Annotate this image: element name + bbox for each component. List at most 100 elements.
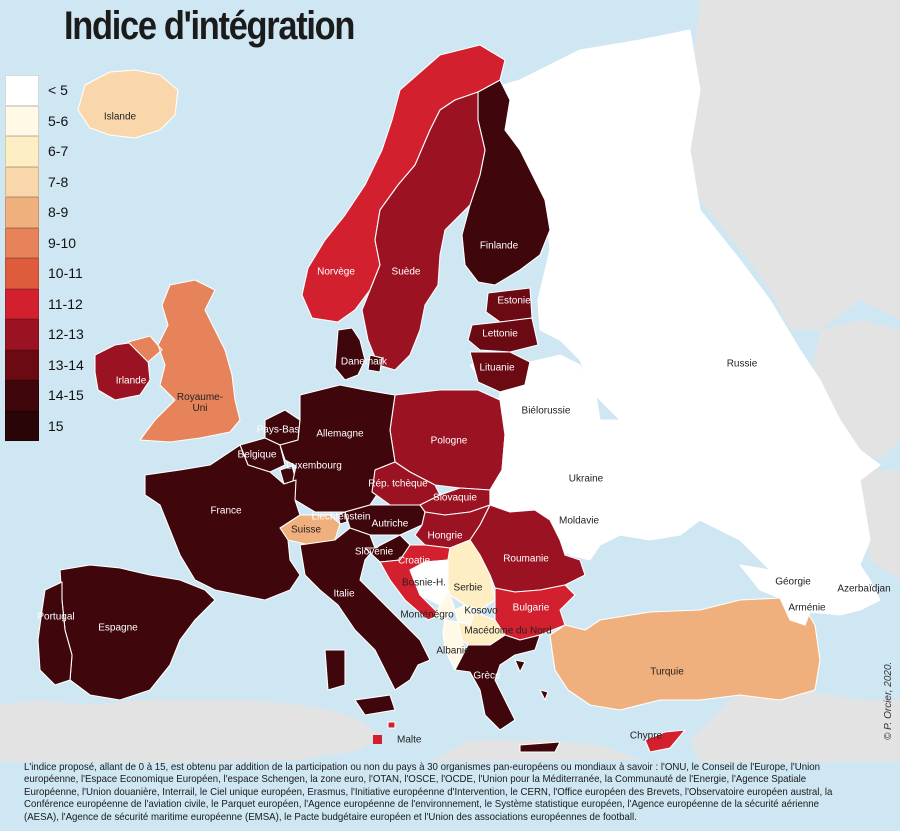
label-estonie: Estonie [497,295,531,307]
label-hongrie: Hongrie [427,530,463,542]
countries [37,29,881,753]
country-liechtenstein[interactable] [337,511,348,525]
country-portugal[interactable] [37,581,73,686]
country-grece[interactable] [454,634,561,753]
legend-swatch [5,227,39,258]
country-armenie[interactable] [779,597,811,626]
label-danemark: Danemark [340,356,388,368]
country-islande[interactable] [77,69,179,139]
legend: < 5 5-6 6-7 7-8 8-9 9-10 10-11 11-12 12-13 13-14 1… [5,75,95,441]
legend-swatch [5,288,39,319]
label-georgie: Géorgie [775,576,811,588]
label-pays-bas: Pays-Bas [256,424,300,436]
label-bosnie: Bosnie-H. [402,577,446,589]
label-grece: Grèce [473,670,501,682]
label-pologne: Pologne [430,435,468,447]
legend-swatch [5,319,39,350]
label-moldavie: Moldavie [558,515,600,527]
country-malte[interactable] [387,721,396,729]
legend-label: 5-6 [48,112,69,129]
country-italie[interactable] [299,527,431,716]
label-montenegro: Monténégro [400,609,454,621]
map-title: Indice d'intégration [64,4,355,48]
legend-label: 14-15 [48,387,84,404]
country-suisse[interactable] [279,514,341,546]
caption: L'indice proposé, allant de 0 à 15, est … [24,762,833,823]
label-lituanie: Lituanie [479,362,515,374]
legend-item: 15 [5,410,95,441]
legend-label: 9-10 [48,234,77,251]
country-lettonie[interactable] [467,317,539,353]
legend-swatch [5,105,39,136]
legend-label: 6-7 [48,143,69,160]
label-bulgarie: Bulgarie [512,602,550,614]
label-suisse: Suisse [290,524,322,536]
country-turquie[interactable] [549,597,821,711]
label-france: France [210,505,242,517]
country-royaume-uni[interactable] [127,279,241,443]
label-russie: Russie [726,358,758,370]
label-autriche: Autriche [371,518,409,530]
legend-label: 7-8 [48,173,69,190]
label-portugal: Portugal [37,611,75,623]
legend-item: 11-12 [5,288,95,319]
country-roumanie[interactable] [469,504,586,593]
label-turquie: Turquie [650,666,684,678]
legend-item: < 5 [5,75,95,106]
country-france[interactable] [144,444,301,601]
country-azerbaidjan[interactable] [799,564,881,616]
label-irlande: Irlande [115,375,147,387]
legend-label: 15 [48,417,64,434]
country-suede[interactable] [361,91,486,371]
legend-item: 14-15 [5,380,95,411]
label-armenie: Arménie [788,602,826,614]
legend-label: 13-14 [48,356,84,373]
label-macedoine: Macédoine du Nord [464,625,552,637]
label-kosovo: Kosovo [464,605,498,617]
legend-label: 11-12 [48,295,83,312]
country-danemark[interactable] [334,327,383,381]
outside-land [0,0,900,762]
legend-item: 12-13 [5,319,95,350]
legend-swatch [5,166,39,197]
legend-label: < 5 [48,82,68,99]
label-luxembourg: Luxembourg [286,460,342,472]
label-islande: Islande [103,111,137,123]
label-lettonie: Lettonie [482,328,518,340]
malte-marker [373,735,382,744]
legend-item: 5-6 [5,105,95,136]
label-finlande: Finlande [479,240,519,252]
label-belgique: Belgique [237,449,277,461]
legend-item: 13-14 [5,349,95,380]
label-tcheque: Rép. tchèque [368,478,428,490]
legend-swatch [5,380,39,411]
label-azerbaidjan: Azerbaïdjan [837,583,891,595]
legend-swatch [5,136,39,167]
label-liechtenstein: Liechtenstein [311,511,371,523]
label-espagne: Espagne [98,622,138,634]
label-ukraine: Ukraine [568,473,604,485]
legend-item: 9-10 [5,227,95,258]
label-croatie: Croatie [397,555,431,567]
label-belarus: Biélorussie [521,405,571,417]
legend-swatch [5,349,39,380]
legend-swatch [5,258,39,289]
label-royaume-uni: Royaume- Uni [176,392,224,414]
label-chypre: Chypre [629,730,663,742]
legend-label: 8-9 [48,204,69,221]
label-serbie: Serbie [453,582,483,594]
label-norvege: Norvège [317,266,355,278]
country-irlande[interactable] [94,341,151,401]
legend-item: 10-11 [5,258,95,289]
label-suede: Suède [391,266,421,278]
label-malte: Malte [397,734,422,746]
legend-label: 12-13 [48,326,84,343]
legend-item: 8-9 [5,197,95,228]
label-slovenie: Slovénie [354,546,394,558]
legend-item: 6-7 [5,136,95,167]
legend-label: 10-11 [48,265,83,282]
credit: © P. Orcier, 2020. [883,661,894,740]
country-chypre[interactable] [644,729,686,753]
